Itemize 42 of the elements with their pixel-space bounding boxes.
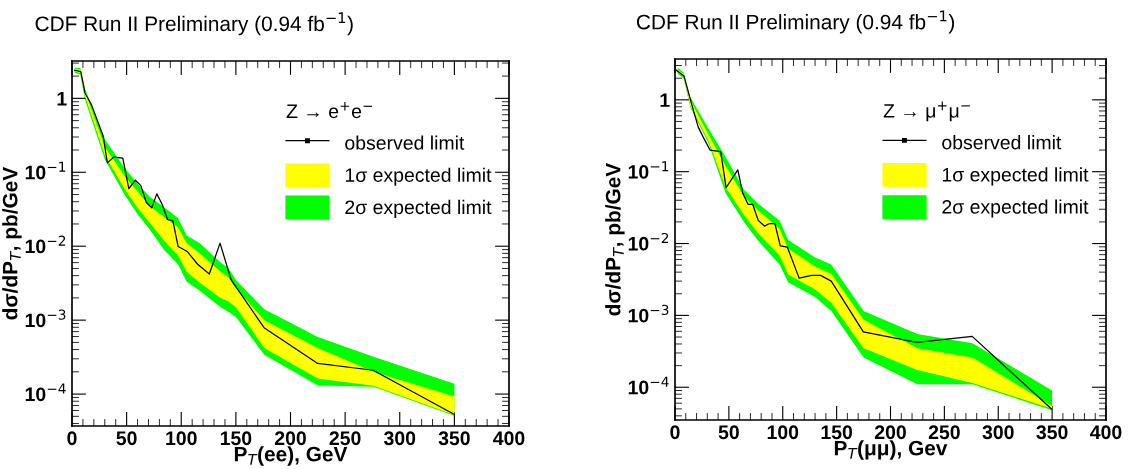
x-axis-title: P$_{T}$(μμ), Gev — [834, 440, 948, 460]
legend-label: observed limit — [345, 135, 465, 150]
x-tick-label: 100 — [767, 425, 799, 440]
y-tick-label: 1 — [57, 92, 67, 106]
x-axis-title: P$_{T}$(ee), GeV — [234, 446, 348, 466]
y-tick-label: 10$^{−2}$ — [628, 232, 669, 251]
x-tick-label: 300 — [982, 425, 1014, 440]
x-tick-label: 400 — [1090, 425, 1122, 440]
y-tick-label: 10$^{−2}$ — [25, 235, 66, 254]
y-tick-label: 10$^{−1}$ — [628, 161, 669, 179]
legend-label: 1σ expected limit — [942, 167, 1089, 186]
chart-title: CDF Run II Preliminary (0.94 fb$^{−1}$) — [636, 10, 955, 34]
x-tick-label: 50 — [718, 425, 739, 440]
legend-label: 2σ expected limit — [345, 199, 492, 218]
x-tick-label: 200 — [274, 431, 306, 446]
y-tick-label: 10$^{−1}$ — [25, 161, 66, 180]
x-tick-label: 0 — [670, 425, 680, 440]
legend-title: Z → μ$^{+}$μ$^{−}$ — [883, 101, 970, 122]
x-tick-label: 150 — [821, 425, 853, 440]
x-tick-label: 350 — [438, 431, 470, 446]
y-tick-label: 10$^{−3}$ — [25, 309, 66, 328]
chart-title: CDF Run II Preliminary (0.94 fb$^{−1}$) — [35, 12, 353, 36]
x-tick-label: 50 — [116, 431, 137, 446]
legend-label: 1σ expected limit — [345, 167, 492, 186]
legend-title: Z → e$^{+}$e$^{−}$ — [286, 102, 373, 119]
x-tick-label: 100 — [166, 431, 197, 446]
legend-label: 2σ expected limit — [942, 199, 1089, 218]
legend-label: observed limit — [942, 135, 1062, 150]
y-tick-label: 10$^{−4}$ — [628, 376, 669, 395]
y-axis-title: dσ/dP$_{T}$, pb/GeV — [2, 166, 22, 320]
x-tick-label: 250 — [928, 425, 960, 440]
x-tick-label: 150 — [220, 431, 252, 446]
y-axis-title: dσ/dP$_{T}$, pb/GeV — [605, 162, 625, 316]
y-tick-label: 1 — [660, 93, 670, 107]
x-tick-label: 300 — [383, 431, 416, 446]
x-tick-label: 200 — [874, 425, 906, 440]
x-tick-label: 0 — [67, 431, 77, 446]
y-tick-label: 10$^{−3}$ — [628, 304, 669, 323]
x-tick-label: 250 — [329, 431, 361, 446]
x-tick-label: 400 — [493, 431, 525, 446]
y-tick-label: 10$^{−4}$ — [25, 383, 66, 402]
x-tick-label: 350 — [1036, 425, 1068, 440]
